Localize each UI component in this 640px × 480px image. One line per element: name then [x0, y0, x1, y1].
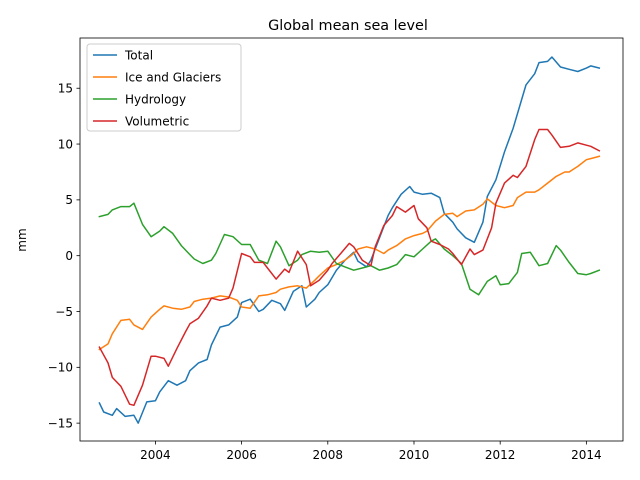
legend-box: [86, 43, 242, 132]
x-tick-label-2: 2008: [313, 448, 344, 462]
y-tick-label-2: −5: [55, 305, 73, 319]
x-tick-label-4: 2012: [485, 448, 516, 462]
y-tick-label-4: 5: [65, 193, 73, 207]
x-tick-label-1: 2006: [226, 448, 257, 462]
chart-title: Global mean sea level: [268, 18, 428, 34]
y-tick-label-5: 10: [58, 137, 73, 151]
y-tick-label-0: −15: [48, 416, 73, 430]
legend-label-0: Total: [124, 48, 153, 62]
series-line-2: [98, 202, 601, 296]
legend-label-2: Hydrology: [125, 92, 186, 106]
x-tick-label-3: 2010: [399, 448, 430, 462]
series-line-1: [98, 155, 601, 351]
x-tick-label-0: 2004: [140, 448, 171, 462]
x-tick-label-5: 2014: [571, 448, 602, 462]
y-axis-label: mm: [15, 228, 29, 251]
y-tick-label-1: −10: [48, 361, 73, 375]
plot-frame: [79, 37, 624, 442]
y-tick-label-6: 15: [58, 82, 73, 96]
series-layer: [98, 56, 601, 424]
series-line-3: [98, 128, 601, 407]
legend: Total Ice and Glaciers Hydrology Volumetric: [86, 43, 242, 132]
legend-label-3: Volumetric: [125, 114, 189, 128]
axes-layer: 2004 2006 2008 2010 2012 2014 −15 −10 −5 0 5 10 15: [48, 37, 624, 462]
y-tick-label-3: 0: [65, 249, 73, 263]
legend-label-1: Ice and Glaciers: [125, 70, 221, 84]
